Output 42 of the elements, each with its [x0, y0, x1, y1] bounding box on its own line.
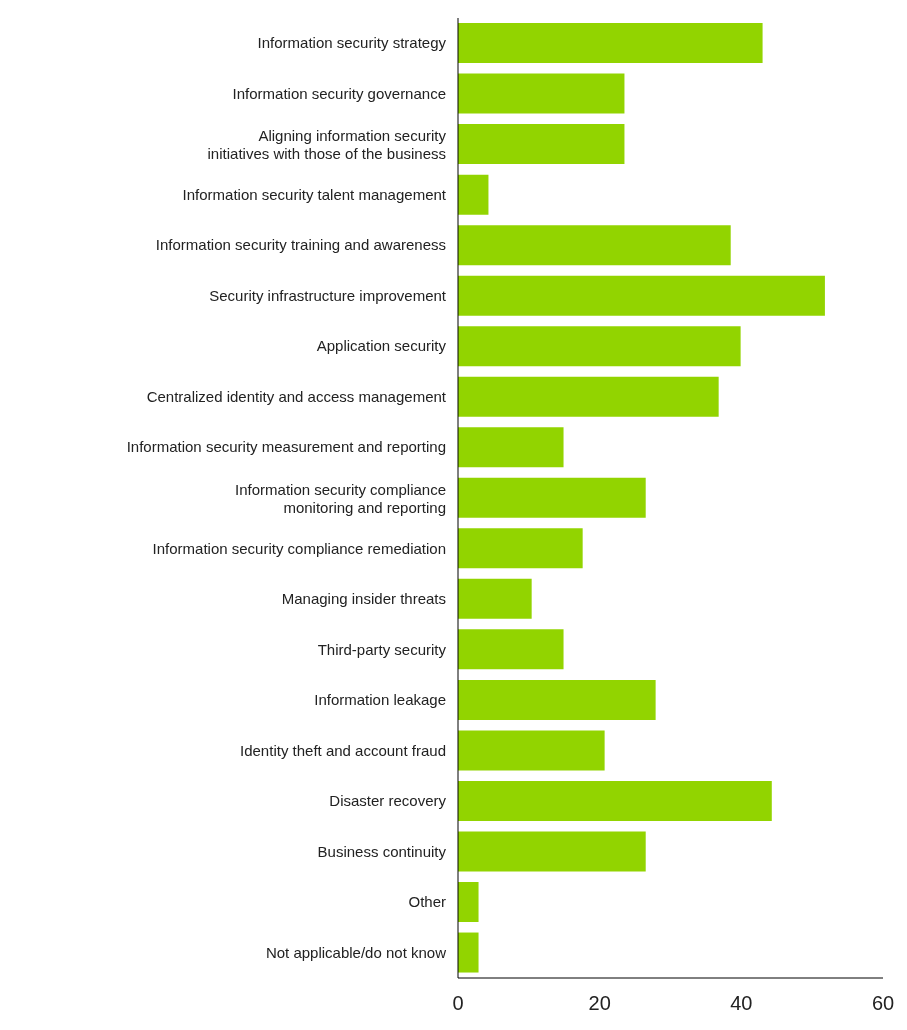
y-tick-label: Information security compliance monitoring and reporting — [235, 481, 446, 516]
y-tick-label: Information security governance — [232, 84, 446, 102]
y-tick-label: Managing insider threats — [281, 590, 446, 608]
bar — [458, 578, 532, 619]
y-tick-label: Information security strategy — [257, 34, 447, 52]
bar — [458, 932, 479, 973]
y-tick-label: Security infrastructure improvement — [209, 286, 447, 304]
bar — [458, 730, 605, 771]
y-tick-label: Not applicable/do not know — [265, 943, 447, 961]
bar — [458, 275, 825, 316]
y-tick-label: Information leakage — [314, 691, 446, 709]
y-tick-label: Application security — [316, 337, 447, 355]
y-tick-label: Information security measurement and reporting — [126, 438, 446, 456]
bar — [458, 780, 772, 821]
x-tick-label: 60 — [871, 992, 895, 1015]
bar — [458, 73, 625, 114]
y-tick-label: Third-party security — [317, 640, 447, 658]
y-tick-label: Information security compliance remediation — [152, 539, 446, 557]
bar — [458, 23, 763, 64]
bar — [458, 376, 719, 417]
bar — [458, 225, 731, 266]
bar — [458, 882, 479, 922]
y-tick-label: Information security talent management — [182, 185, 447, 203]
bar — [458, 629, 564, 670]
y-tick-label: Disaster recovery — [329, 792, 447, 810]
y-tick-label: Information security training and awareness — [155, 236, 446, 254]
bar — [458, 427, 564, 468]
bar — [458, 124, 625, 165]
bar — [458, 528, 583, 569]
x-tick-label: 0 — [452, 992, 464, 1015]
y-tick-label: Identity theft and account fraud — [240, 741, 446, 759]
bar — [458, 679, 656, 720]
x-tick-label: 40 — [730, 992, 753, 1015]
y-tick-label: Centralized identity and access management — [146, 387, 447, 405]
bar — [458, 326, 741, 367]
bar — [458, 477, 646, 518]
y-tick-label: Business continuity — [317, 842, 447, 860]
bar — [458, 174, 489, 215]
y-tick-label: Aligning information security initiatives with those of the business — [207, 127, 447, 163]
bar — [458, 831, 646, 872]
x-tick-label: 20 — [588, 992, 611, 1015]
y-tick-label: Other — [408, 893, 446, 911]
